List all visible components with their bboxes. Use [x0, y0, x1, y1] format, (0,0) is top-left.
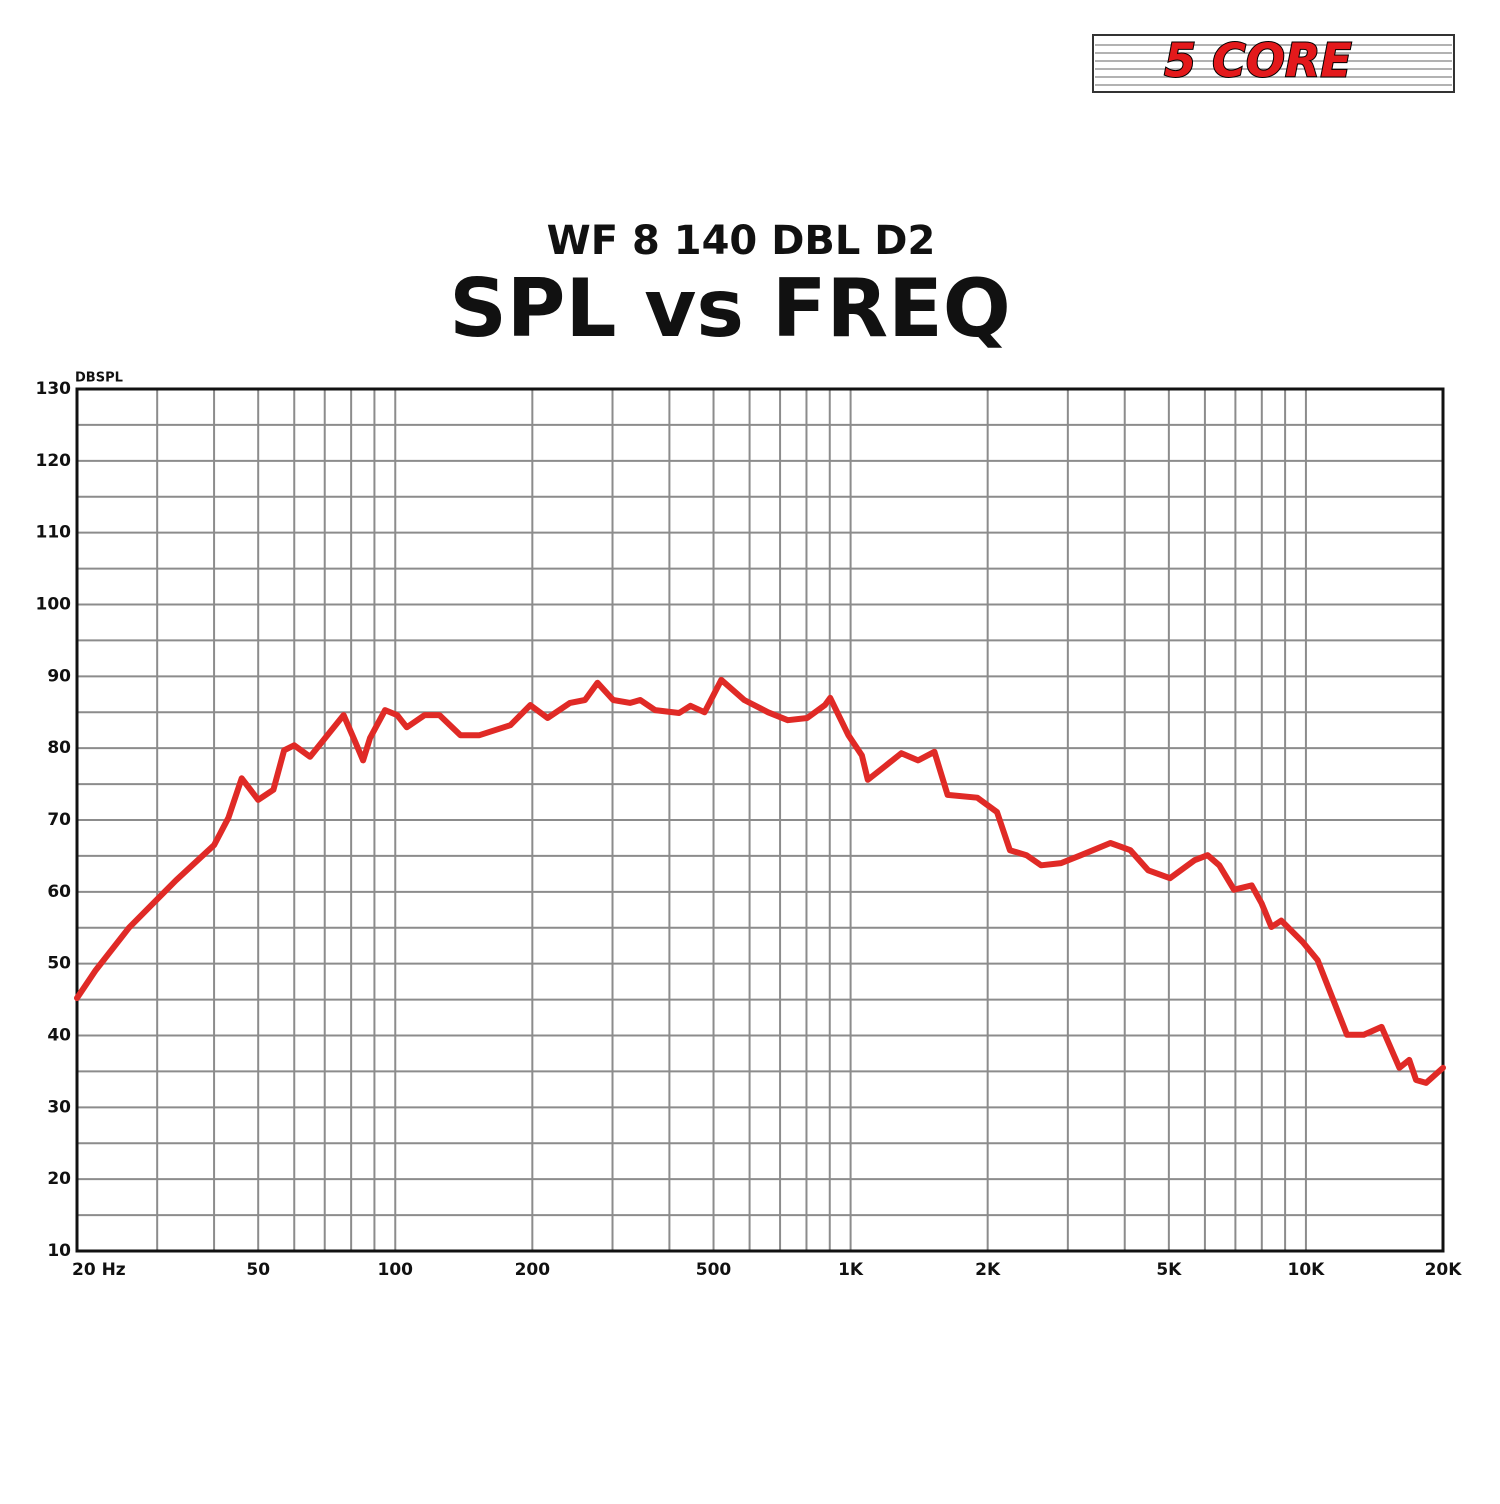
y-tick-label: 100	[36, 595, 72, 615]
y-tick-label: 80	[47, 738, 71, 758]
y-tick-label: 90	[47, 666, 71, 686]
y-tick-label: 130	[36, 379, 72, 399]
plot-frame	[75, 387, 1445, 1253]
data-line	[74, 676, 1446, 1086]
y-tick-label: 120	[36, 451, 72, 471]
y-tick-label: 50	[47, 954, 71, 974]
logo: 5 CORE	[1092, 33, 1455, 93]
y-tick-label: 20	[47, 1169, 71, 1189]
y-axis-label: DBSPL	[75, 371, 123, 386]
x-tick-label: 100	[378, 1260, 414, 1280]
y-tick-label: 60	[47, 882, 71, 902]
logo-text: 5 CORE	[1164, 34, 1352, 88]
x-tick-label: 500	[696, 1260, 732, 1280]
y-tick-label: 70	[47, 810, 71, 830]
chart-subtitle: WF 8 140 DBL D2	[547, 218, 936, 264]
y-tick-label: 10	[47, 1241, 71, 1261]
x-tick-label: 200	[515, 1260, 551, 1280]
x-tick-label: 5K	[1156, 1260, 1182, 1280]
x-tick-label: 20K	[1425, 1260, 1463, 1280]
x-tick-label: 1K	[838, 1260, 864, 1280]
x-tick-label: 20 Hz	[72, 1260, 126, 1280]
x-tick-label: 10K	[1288, 1260, 1326, 1280]
x-tick-label: 50	[246, 1260, 270, 1280]
x-tick-label: 2K	[975, 1260, 1001, 1280]
y-tick-label: 30	[47, 1097, 71, 1117]
y-tick-label: 110	[36, 523, 72, 543]
chart-title: SPL vs FREQ	[449, 262, 1011, 355]
y-tick-label: 40	[47, 1026, 71, 1046]
